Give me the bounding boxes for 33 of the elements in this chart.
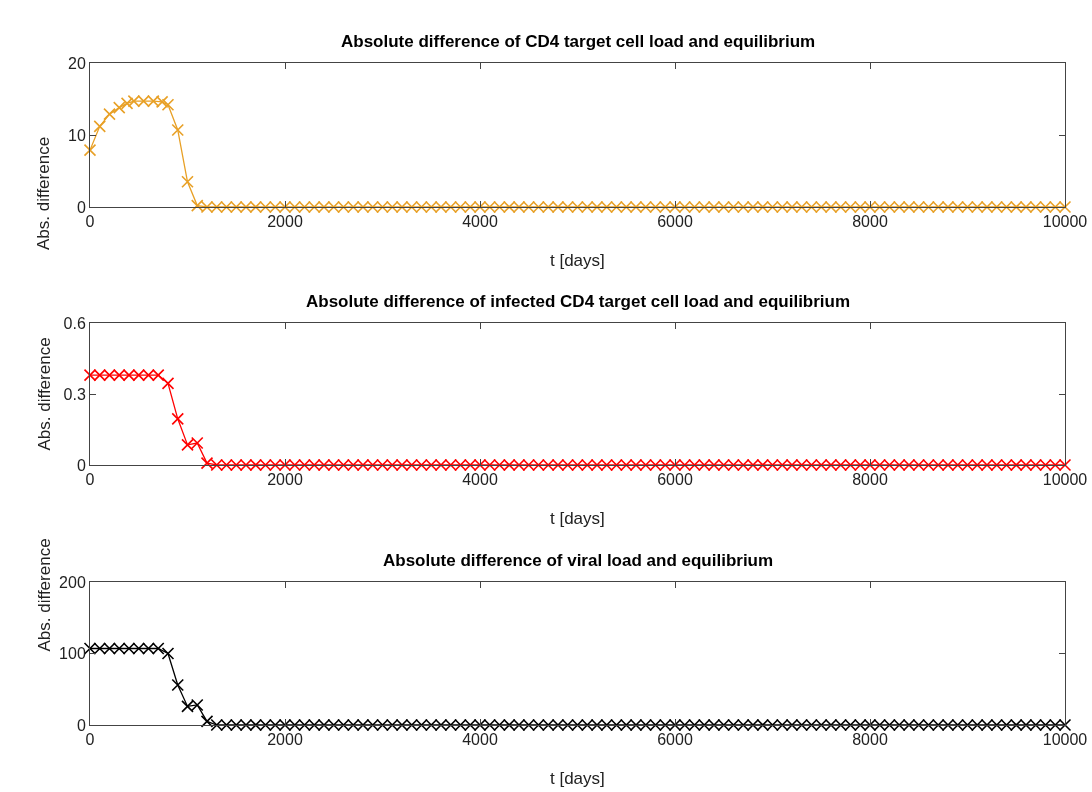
- x-tick-label: 10000: [1042, 213, 1088, 231]
- y-tick-label: 0.3: [63, 385, 86, 403]
- chart-title: Absolute difference of infected CD4 target cell load and equilibrium: [306, 292, 851, 311]
- y-tick-label: 0.6: [63, 314, 86, 332]
- x-tick-label: 4000: [462, 471, 498, 489]
- y-tick-label: 0: [76, 716, 86, 734]
- x-tick-label: 8000: [852, 731, 888, 749]
- y-tick-label: 200: [59, 573, 86, 591]
- chart-title: Absolute difference of CD4 target cell load and equilibrium: [341, 32, 816, 51]
- y-tick-label: 0: [76, 456, 86, 474]
- x-tick-label: 4000: [462, 213, 498, 231]
- x-tick-label: 6000: [657, 731, 693, 749]
- x-tick-label: 2000: [267, 213, 303, 231]
- x-tick-label: 10000: [1042, 731, 1088, 749]
- y-tick-label: 0: [76, 198, 86, 216]
- y-tick-label: 100: [59, 645, 86, 663]
- y-tick-label: 10: [68, 126, 86, 144]
- y-tick-label: 20: [68, 54, 86, 72]
- x-tick-label: 8000: [852, 471, 888, 489]
- x-tick-label: 6000: [657, 213, 693, 231]
- x-axis-title: t [days]: [550, 251, 605, 270]
- chart-title: Absolute difference of viral load and equilibrium: [383, 551, 774, 570]
- x-tick-label: 10000: [1042, 471, 1088, 489]
- x-tick-label: 2000: [267, 471, 303, 489]
- y-axis-title: Abs. difference: [34, 136, 53, 250]
- x-tick-label: 8000: [852, 213, 888, 231]
- x-tick-label: 4000: [462, 731, 498, 749]
- x-axis-title: t [days]: [550, 769, 605, 788]
- y-axis-title: Abs. difference: [34, 538, 54, 652]
- x-tick-label: 2000: [267, 731, 303, 749]
- x-axis-title: t [days]: [550, 509, 605, 528]
- y-axis-title: Abs. difference: [34, 337, 54, 451]
- x-tick-label: 6000: [657, 471, 693, 489]
